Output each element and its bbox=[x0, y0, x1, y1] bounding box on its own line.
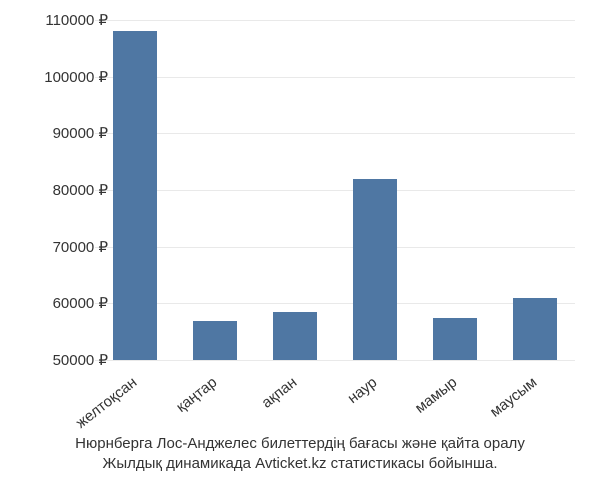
bar bbox=[433, 318, 477, 361]
bar bbox=[113, 31, 157, 360]
y-tick-label: 50000 ₽ bbox=[53, 351, 108, 369]
bar bbox=[353, 179, 397, 360]
bar bbox=[513, 298, 557, 360]
gridline bbox=[95, 360, 575, 361]
gridline bbox=[95, 20, 575, 21]
y-tick-label: 90000 ₽ bbox=[53, 124, 108, 142]
bar bbox=[273, 312, 317, 360]
y-tick-label: 70000 ₽ bbox=[53, 238, 108, 256]
plot-area bbox=[95, 20, 575, 360]
y-tick-label: 80000 ₽ bbox=[53, 181, 108, 199]
gridline bbox=[95, 133, 575, 134]
price-chart: Нюрнберга Лос-Анджелес билеттердің бағас… bbox=[0, 0, 600, 500]
gridline bbox=[95, 303, 575, 304]
y-tick-label: 100000 ₽ bbox=[44, 68, 108, 86]
y-tick-label: 110000 ₽ bbox=[45, 11, 108, 29]
bar bbox=[193, 321, 237, 360]
y-tick-label: 60000 ₽ bbox=[53, 294, 108, 312]
gridline bbox=[95, 190, 575, 191]
caption-line2: Жылдық динамикада Avticket.kz статистика… bbox=[103, 455, 498, 472]
gridline bbox=[95, 247, 575, 248]
gridline bbox=[95, 77, 575, 78]
